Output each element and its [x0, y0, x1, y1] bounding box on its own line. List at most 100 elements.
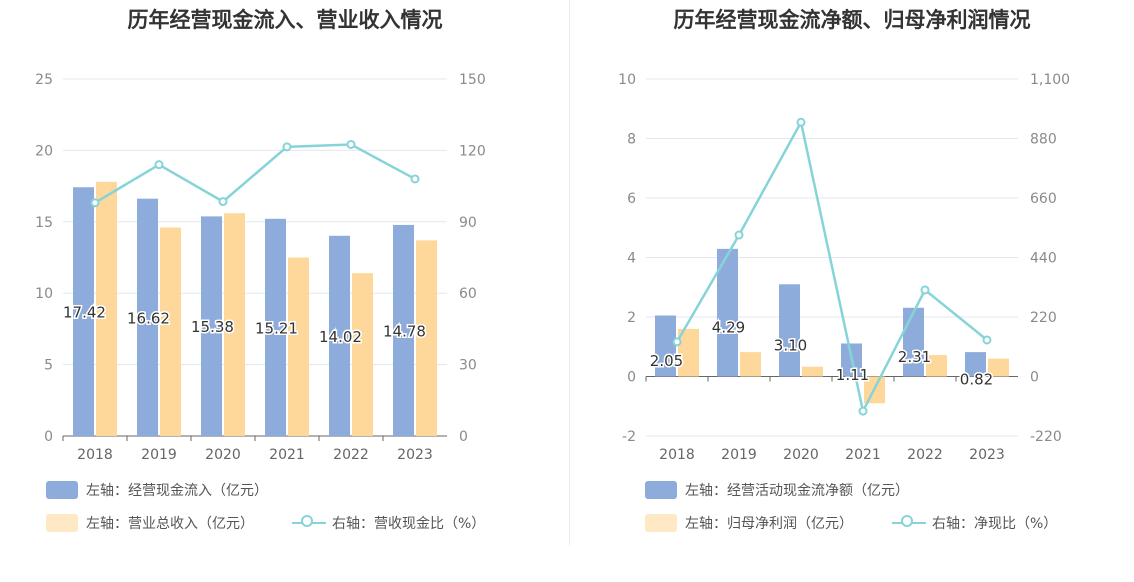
y-left-tick: 20 — [35, 143, 53, 159]
legend-label-revenue: 左轴：营业总收入（亿元） — [86, 516, 254, 532]
ratio-line — [675, 118, 988, 415]
chart-left-svg: 0 5 10 15 20 25 0 30 60 90 120 150 2018 2019 2020 2021 2… — [35, 72, 486, 463]
bar-data-label: 15.38 — [191, 318, 234, 336]
bar-primary — [265, 218, 286, 436]
bar-primary — [655, 315, 676, 377]
bar-data-label: 4.29 — [712, 319, 745, 337]
y-left-tick: 10 — [618, 72, 636, 88]
ratio-point — [672, 337, 682, 347]
bar-secondary — [740, 352, 761, 377]
bar-primary — [965, 352, 986, 377]
y-right-tick: 220 — [1030, 310, 1057, 326]
y-right-tick: 1,100 — [1030, 72, 1070, 88]
x-tick-label: 2018 — [659, 447, 695, 463]
bar-secondary — [224, 213, 245, 436]
chart-panel-right: 历年经营现金流净额、归母净利润情况 -2 0 2 4 6 8 10 -220 0 220 440 66… — [570, 0, 1134, 582]
bar-data-label: 3.10 — [774, 336, 807, 354]
ratio-point — [734, 230, 744, 240]
y-right-tick: 90 — [459, 215, 477, 231]
bar-data-label: 2.31 — [898, 348, 931, 366]
bar-secondary — [288, 257, 309, 436]
y-right-tick: 0 — [459, 429, 468, 445]
y-left-tick: -2 — [622, 429, 636, 445]
ratio-point — [346, 139, 356, 149]
bar-data-label: 14.02 — [319, 328, 362, 346]
ratio-point — [154, 160, 164, 170]
y-right-tick: 440 — [1030, 251, 1057, 267]
y-right-tick: 660 — [1030, 191, 1057, 207]
legend-label-net-cash-ratio: 右轴：净现比（%） — [932, 516, 1058, 532]
chart-panel-left: 历年经营现金流入、营业收入情况 0 5 10 15 20 25 0 30 60 90 120 150 2… — [35, 8, 486, 533]
bar-data-label: 16.62 — [127, 309, 170, 327]
y-right-tick: -220 — [1030, 429, 1062, 445]
legend-swatch-inflow — [46, 481, 78, 499]
legend-item-revenue[interactable]: 左轴：营业总收入（亿元） — [46, 513, 254, 533]
y-left-tick: 6 — [627, 191, 636, 207]
bar-secondary — [802, 366, 823, 377]
y-right-tick: 880 — [1030, 132, 1057, 148]
bar-secondary — [416, 240, 437, 436]
y-left-tick: 8 — [627, 132, 636, 148]
x-tick-label: 2023 — [969, 447, 1005, 463]
x-tick-label: 2020 — [783, 447, 819, 463]
bar-secondary — [352, 273, 373, 436]
bar-primary — [779, 284, 800, 377]
ratio-point — [920, 285, 930, 295]
y-right-tick: 0 — [1030, 370, 1039, 386]
y-left-tick: 0 — [627, 370, 636, 386]
legend-swatch-net-cashflow — [645, 481, 677, 499]
x-tick-label: 2023 — [397, 447, 433, 463]
x-tick-label: 2019 — [141, 447, 177, 463]
bar-data-label: 15.21 — [255, 319, 298, 337]
bar-data-label: 0.82 — [960, 370, 993, 388]
y-right-tick: 120 — [459, 143, 486, 159]
bar-data-label: 2.05 — [650, 352, 683, 370]
y-left-tick: 15 — [35, 215, 53, 231]
bar-secondary — [96, 181, 117, 436]
bar-secondary — [926, 355, 947, 377]
bar-data-label: 17.42 — [63, 304, 106, 322]
bar-data-label: 1.11 — [836, 366, 869, 384]
bar-secondary — [678, 328, 699, 377]
bar-primary — [201, 216, 222, 436]
ratio-point — [90, 198, 100, 208]
x-tick-label: 2019 — [721, 447, 757, 463]
x-tick-label: 2021 — [845, 447, 881, 463]
bar-primary — [393, 224, 414, 436]
y-left-tick: 25 — [35, 72, 53, 88]
y-right-tick: 150 — [459, 72, 486, 88]
x-tick-label: 2022 — [907, 447, 943, 463]
chart-title-right: 历年经营现金流净额、归母净利润情况 — [673, 8, 1031, 32]
legend-item-inflow[interactable]: 左轴：经营现金流入（亿元） — [46, 480, 268, 500]
ratio-point — [282, 142, 292, 152]
ratio-point — [410, 174, 420, 184]
legend-label-net-cashflow: 左轴：经营活动现金流净额（亿元） — [685, 483, 909, 499]
x-tick-label: 2018 — [77, 447, 113, 463]
y-right-tick: 30 — [459, 358, 477, 374]
legend-item-net-cashflow[interactable]: 左轴：经营活动现金流净额（亿元） — [645, 480, 909, 500]
legend-swatch-net-cash-ratio — [892, 514, 926, 532]
x-tick-label: 2022 — [333, 447, 369, 463]
y-left-tick: 4 — [627, 251, 636, 267]
legend-swatch-revenue — [46, 514, 78, 532]
chart-title-left: 历年经营现金流入、营业收入情况 — [127, 8, 443, 32]
ratio-point — [218, 197, 228, 207]
bar-primary — [73, 187, 94, 436]
legend-item-net-profit[interactable]: 左轴：归母净利润（亿元） — [645, 513, 853, 533]
ratio-point — [796, 117, 806, 127]
legend-item-cash-ratio[interactable]: 右轴：营收现金比（%） — [292, 513, 485, 533]
x-tick-label: 2021 — [269, 447, 305, 463]
legend-item-net-cash-ratio[interactable]: 右轴：净现比（%） — [892, 513, 1057, 533]
legend-label-inflow: 左轴：经营现金流入（亿元） — [86, 483, 268, 499]
legend-label-net-profit: 左轴：归母净利润（亿元） — [685, 516, 853, 532]
y-left-tick: 0 — [44, 429, 53, 445]
legend-label-cash-ratio: 右轴：营收现金比（%） — [332, 516, 486, 532]
bar-primary — [329, 235, 350, 436]
bar-secondary — [160, 227, 181, 436]
y-right-tick: 60 — [459, 286, 477, 302]
y-left-tick: 5 — [44, 358, 53, 374]
chart-right-svg: -2 0 2 4 6 8 10 -220 0 220 440 660 880 1,100 2018 2019 2… — [618, 72, 1070, 463]
y-left-tick: 10 — [35, 286, 53, 302]
ratio-point — [982, 335, 992, 345]
bar-secondary — [988, 358, 1009, 377]
